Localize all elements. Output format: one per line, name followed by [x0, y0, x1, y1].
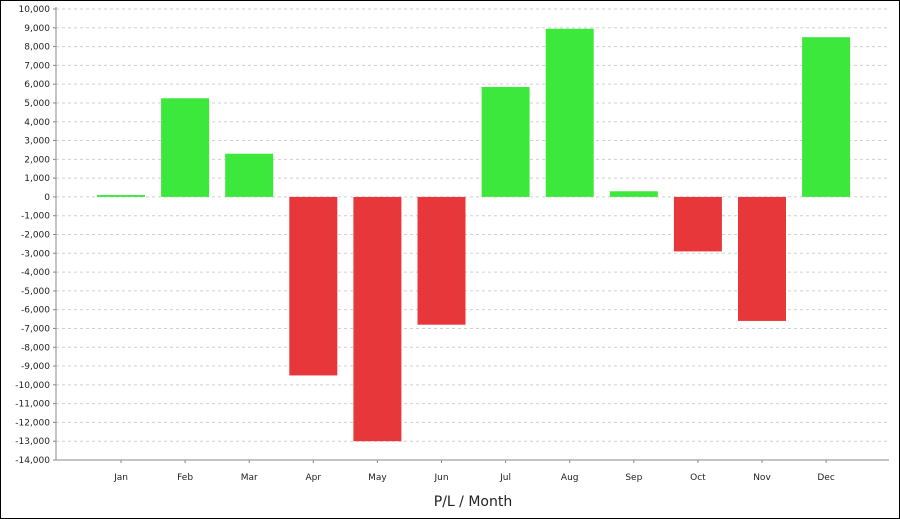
y-tick-label: 2,000: [24, 155, 50, 165]
bar-dec: [802, 37, 851, 197]
y-tick-label: 1,000: [24, 174, 50, 184]
bar-oct: [673, 196, 722, 252]
bars-group: [97, 28, 851, 442]
y-tick-label: -9,000: [21, 362, 50, 372]
x-tick-label-oct: Oct: [690, 473, 706, 483]
y-tick-label: -4,000: [21, 268, 50, 278]
y-tick-label: 0: [44, 193, 50, 203]
y-tick-labels: 10,000 9,000 8,000 7,000 6,000 5,000 4,000 3,00…: [15, 5, 56, 466]
y-tick-label: 5,000: [24, 99, 50, 109]
y-tick-label: -8,000: [21, 343, 50, 353]
x-tick-label-mar: Mar: [241, 473, 258, 483]
y-tick-label: -11,000: [15, 400, 50, 410]
x-tick-label-dec: Dec: [817, 473, 834, 483]
y-tick-label: 3,000: [24, 137, 50, 147]
bar-jan: [97, 195, 145, 197]
y-tick-label: 4,000: [24, 118, 50, 128]
y-tick-label: -1,000: [21, 212, 50, 222]
x-tick-label-apr: Apr: [306, 473, 322, 483]
y-tick-label: -6,000: [21, 306, 50, 316]
y-tick-label: 8,000: [24, 43, 50, 53]
x-tick-label-sep: Sep: [625, 473, 642, 483]
y-tick-label: -14,000: [15, 456, 50, 466]
bar-sep: [609, 191, 658, 197]
x-tick-labels: Jan Feb Mar Apr May Jun Jul Aug Sep Oct Nov Dec: [113, 460, 835, 483]
bar-feb: [161, 98, 210, 197]
y-tick-label: -5,000: [21, 287, 50, 297]
bar-jun: [417, 196, 466, 325]
y-tick-label: -10,000: [15, 381, 50, 391]
bar-mar: [225, 153, 274, 197]
y-tick-label: 9,000: [24, 24, 50, 34]
bar-apr: [289, 196, 338, 376]
x-tick-label-jul: Jul: [499, 473, 511, 483]
y-tick-label: 7,000: [24, 61, 50, 71]
bar-aug: [545, 28, 594, 197]
x-tick-label-may: May: [368, 473, 387, 483]
x-axis-title: P/L / Month: [434, 494, 512, 510]
bar-nov: [738, 196, 786, 321]
bar-jul: [481, 86, 530, 197]
x-tick-label-jan: Jan: [113, 473, 128, 483]
y-tick-label: -3,000: [21, 249, 50, 259]
y-tick-label: 10,000: [19, 5, 51, 15]
bar-may: [353, 196, 402, 442]
x-tick-label-nov: Nov: [753, 473, 771, 483]
y-tick-label: -2,000: [21, 231, 50, 241]
x-tick-label-aug: Aug: [561, 473, 579, 483]
y-tick-label: -7,000: [21, 324, 50, 334]
x-tick-label-jun: Jun: [433, 473, 448, 483]
y-tick-label: -13,000: [15, 437, 50, 447]
y-tick-label: -12,000: [15, 418, 50, 428]
y-tick-label: 6,000: [24, 80, 50, 90]
x-tick-label-feb: Feb: [177, 473, 193, 483]
